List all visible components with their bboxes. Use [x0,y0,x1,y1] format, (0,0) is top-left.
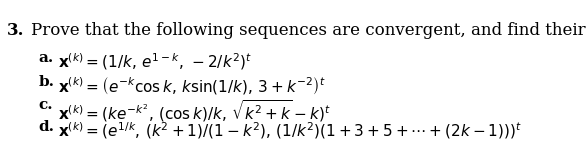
Text: $\mathbf{x}^{(k)} = \left(e^{-k}\cos k,\, k\sin(1/k),\, 3 + k^{-2}\right)^t$: $\mathbf{x}^{(k)} = \left(e^{-k}\cos k,\… [58,75,326,96]
Text: a.: a. [39,51,54,65]
Text: $\mathbf{x}^{(k)} = (ke^{-k^2},\, (\cos k)/k,\, \sqrt{k^2+k} - k)^t$: $\mathbf{x}^{(k)} = (ke^{-k^2},\, (\cos … [58,98,331,124]
Text: 3.: 3. [6,22,24,39]
Text: d.: d. [39,120,54,134]
Text: $\mathbf{x}^{(k)} = (1/k,\, e^{1-k},\, -2/k^2)^t$: $\mathbf{x}^{(k)} = (1/k,\, e^{1-k},\, -… [58,51,252,72]
Text: $\mathbf{x}^{(k)} = (e^{1/k},\, (k^2+1)/(1-k^2),\, (1/k^2)(1+3+5+\cdots+(2k-1))): $\mathbf{x}^{(k)} = (e^{1/k},\, (k^2+1)/… [58,120,522,141]
Text: b.: b. [39,75,54,89]
Text: c.: c. [39,98,53,112]
Text: Prove that the following sequences are convergent, and find their limits.: Prove that the following sequences are c… [30,22,586,39]
